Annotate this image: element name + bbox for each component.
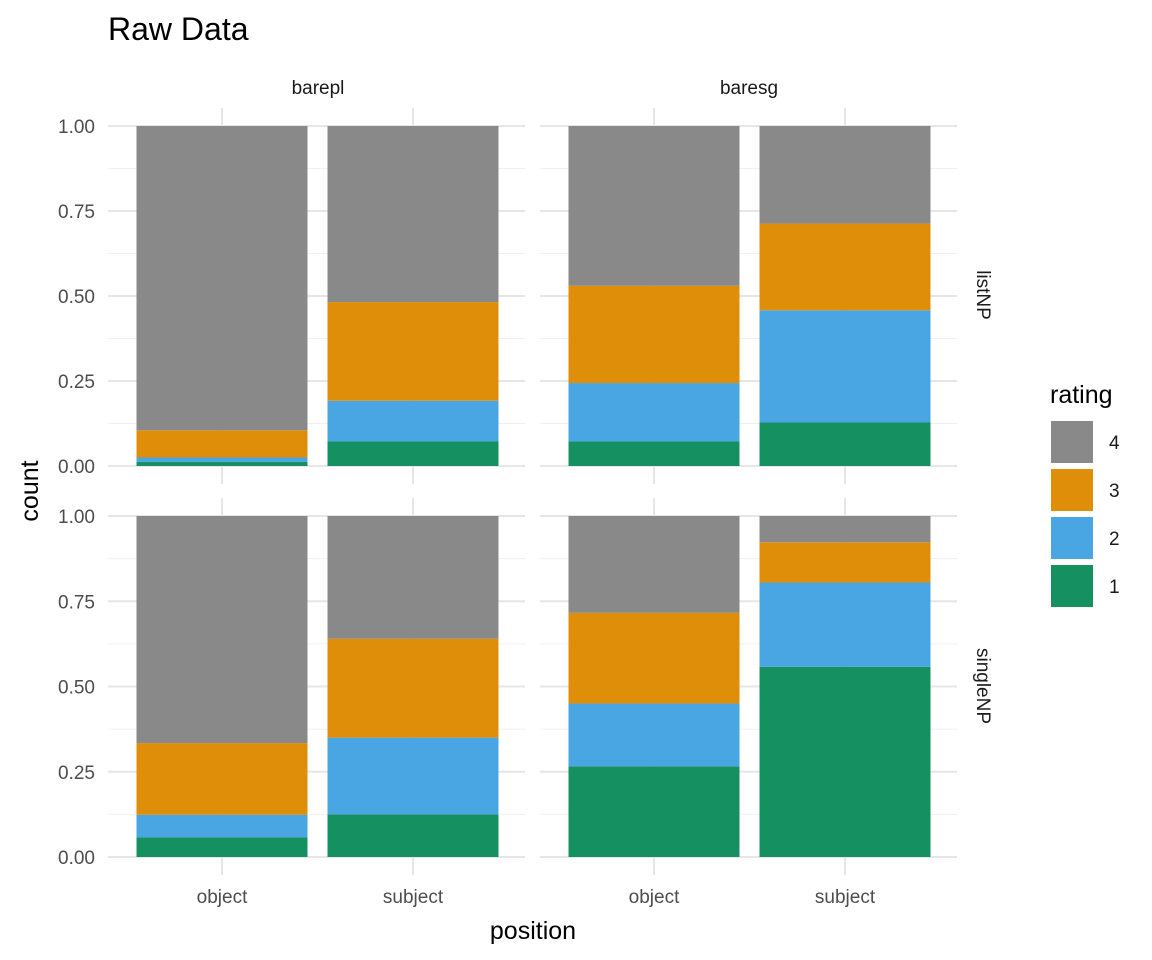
panels-group — [108, 108, 957, 875]
bar-segment-object-rating-1 — [136, 461, 308, 466]
bar-segment-object-rating-3 — [136, 743, 308, 815]
bar-segment-subject-rating-3 — [327, 302, 499, 401]
bar-segment-object-rating-4 — [568, 126, 740, 286]
facet-row-label-singlenp: singleNP — [972, 648, 993, 724]
bar-segment-subject-rating-2 — [327, 400, 499, 442]
y-tick-label: 0.75 — [58, 592, 95, 613]
bar-segment-subject-rating-2 — [759, 582, 931, 667]
x-axis-title: position — [490, 917, 576, 945]
bar-segment-object-rating-4 — [136, 516, 308, 744]
panel-barepl-listNP — [108, 108, 525, 484]
y-tick-label: 0.75 — [58, 202, 95, 223]
legend-swatch-3 — [1051, 469, 1093, 511]
bar-segment-subject-rating-4 — [327, 126, 499, 303]
facet-col-label-barepl: barepl — [292, 78, 345, 99]
chart-title: Raw Data — [108, 11, 249, 47]
bar-segment-object-rating-1 — [568, 766, 740, 857]
bar-segment-subject-rating-3 — [327, 638, 499, 738]
bar-segment-object-rating-3 — [136, 430, 308, 458]
legend: 4 3 2 1 — [1051, 421, 1120, 607]
legend-label-2: 2 — [1109, 529, 1120, 550]
bar-segment-object-rating-1 — [568, 441, 740, 466]
legend-label-3: 3 — [1109, 481, 1120, 502]
legend-label-4: 4 — [1109, 433, 1120, 454]
bar-segment-object-rating-3 — [568, 612, 740, 704]
bar-segment-subject-rating-2 — [759, 310, 931, 423]
y-tick-label: 0.50 — [58, 678, 95, 699]
legend-swatch-2 — [1051, 517, 1093, 559]
x-tick-label-subject: subject — [383, 887, 444, 908]
y-tick-label: 0.25 — [58, 372, 95, 393]
bar-segment-subject-rating-4 — [759, 516, 931, 543]
legend-label-1: 1 — [1109, 577, 1120, 598]
y-axis-title: count — [16, 460, 44, 521]
bar-segment-subject-rating-1 — [759, 666, 931, 857]
bar-segment-subject-rating-1 — [327, 814, 499, 857]
x-tick-label-object: object — [629, 887, 680, 908]
bar-segment-subject-rating-3 — [759, 542, 931, 583]
y-tick-label: 1.00 — [58, 117, 95, 138]
bar-segment-subject-rating-4 — [327, 516, 499, 639]
x-axis-ticks: object subject object subject — [197, 887, 876, 908]
y-tick-label: 1.00 — [58, 507, 95, 528]
bar-segment-subject-rating-1 — [759, 422, 931, 466]
legend-title: rating — [1050, 381, 1113, 409]
facet-col-label-baresg: baresg — [720, 78, 778, 99]
facet-row-label-listnp: listNP — [972, 270, 993, 320]
y-axis-ticks: 0.00 0.25 0.50 0.75 1.00 0.00 0.25 0.50 0.75 1.00 — [58, 117, 95, 869]
bar-segment-object-rating-2 — [136, 457, 308, 462]
legend-swatch-1 — [1051, 565, 1093, 607]
bar-segment-object-rating-4 — [568, 516, 740, 613]
bar-segment-object-rating-2 — [568, 383, 740, 442]
bar-segment-object-rating-1 — [136, 837, 308, 857]
x-tick-label-subject: subject — [815, 887, 876, 908]
legend-swatch-4 — [1051, 421, 1093, 463]
y-tick-label: 0.25 — [58, 763, 95, 784]
bar-segment-object-rating-2 — [568, 703, 740, 767]
bar-segment-subject-rating-1 — [327, 441, 499, 466]
bar-segment-object-rating-4 — [136, 126, 308, 431]
panel-baresg-singleNP — [540, 498, 957, 875]
y-tick-label: 0.00 — [58, 457, 95, 478]
panel-baresg-listNP — [540, 108, 957, 484]
bar-segment-object-rating-2 — [136, 814, 308, 838]
bar-segment-subject-rating-4 — [759, 126, 931, 224]
bar-segment-subject-rating-3 — [759, 223, 931, 311]
y-tick-label: 0.00 — [58, 848, 95, 869]
bar-segment-object-rating-3 — [568, 285, 740, 384]
x-tick-label-object: object — [197, 887, 248, 908]
panel-barepl-singleNP — [108, 498, 525, 875]
y-tick-label: 0.50 — [58, 287, 95, 308]
bar-segment-subject-rating-2 — [327, 737, 499, 815]
